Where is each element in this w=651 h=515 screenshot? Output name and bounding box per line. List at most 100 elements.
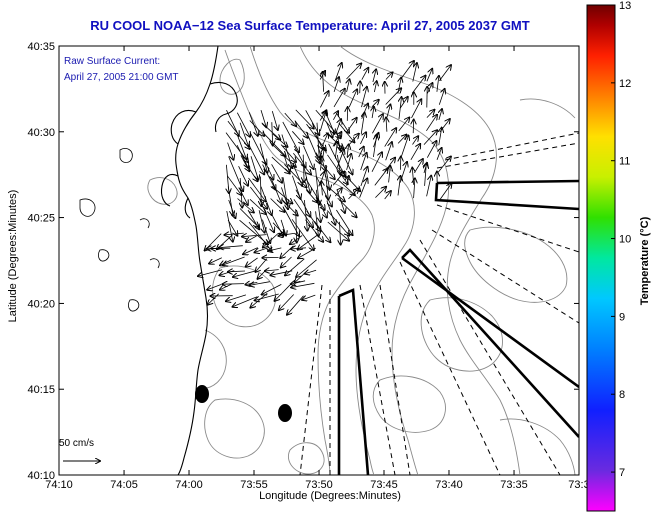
current-vector: [275, 283, 292, 301]
current-vector: [223, 284, 245, 285]
shipping-lanes: [299, 132, 579, 475]
mooring-marker-1[interactable]: [195, 385, 209, 403]
colorbar-tick-label: 13: [619, 0, 631, 12]
y-axis-label: Latitude (Degrees:Minutes): [7, 189, 19, 323]
current-vector: [332, 172, 344, 186]
current-vector: [227, 186, 233, 215]
current-vector: [412, 63, 417, 82]
current-vector: [259, 198, 274, 233]
x-tick-label: 74:05: [110, 479, 138, 491]
current-vector: [361, 68, 369, 80]
current-vector: [426, 176, 432, 197]
current-vector: [293, 164, 302, 185]
plot-area: [58, 45, 580, 476]
colorbar: [586, 4, 616, 512]
annotation-line-1: Raw Surface Current:: [64, 56, 161, 67]
y-axis-ticks: 40:10 40:15 40:20 40:25 40:30 40:35: [27, 41, 579, 482]
current-vector: [291, 281, 306, 284]
y-tick-label: 40:35: [27, 41, 55, 53]
current-vector: [262, 219, 270, 244]
current-vector: [325, 164, 329, 190]
current-vector: [335, 142, 337, 159]
current-vector: [398, 176, 401, 196]
mooring-marker-2[interactable]: [278, 404, 292, 422]
current-vector: [296, 259, 317, 277]
current-vector: [271, 164, 282, 182]
current-vector: [293, 199, 313, 227]
annotation-line-2: April 27, 2005 21:00 GMT: [64, 72, 179, 83]
current-vector: [302, 294, 316, 300]
y-tick-label: 40:25: [27, 213, 55, 225]
current-vector: [303, 166, 310, 193]
current-vector: [386, 118, 387, 132]
current-vector: [239, 122, 248, 146]
current-vector: [439, 128, 442, 146]
current-vector: [319, 110, 326, 132]
current-vector: [279, 294, 294, 311]
current-vector: [306, 189, 317, 202]
x-tick-label: 74:00: [175, 479, 203, 491]
current-vector: [304, 200, 307, 231]
current-vector: [373, 135, 376, 158]
current-vector: [372, 114, 383, 134]
current-vector: [374, 81, 376, 93]
current-vector: [439, 109, 442, 121]
current-vector: [371, 152, 382, 172]
current-vector: [426, 141, 436, 158]
current-vector: [438, 89, 444, 105]
current-vector: [249, 199, 266, 214]
current-vector: [326, 176, 328, 200]
current-vector: [316, 211, 319, 236]
current-vector: [345, 118, 357, 134]
colorbar-ticks: 7 8 9 10 11 12 13: [611, 0, 631, 479]
current-vector: [226, 110, 239, 136]
current-vector: [411, 76, 425, 94]
current-vector: [250, 281, 270, 286]
current-vector: [337, 197, 357, 217]
current-vector: [436, 148, 442, 160]
current-vector: [323, 72, 324, 92]
current-vector: [248, 177, 266, 201]
current-vector: [281, 198, 297, 216]
current-vector: [334, 188, 342, 197]
current-vector: [280, 144, 296, 162]
colorbar-tick-label: 11: [619, 156, 630, 168]
current-vector: [336, 149, 345, 170]
current-vector: [413, 120, 414, 134]
current-vector: [340, 221, 341, 245]
current-vector: [219, 246, 243, 248]
current-vector: [280, 219, 286, 236]
current-vector: [303, 154, 304, 182]
current-vector: [336, 209, 352, 235]
current-vector: [411, 99, 422, 119]
current-vector: [359, 179, 368, 198]
current-vector: [337, 178, 355, 195]
current-vector: [360, 81, 361, 94]
current-vector: [384, 128, 397, 147]
current-vector: [333, 89, 345, 108]
current-vector: [423, 130, 437, 145]
current-vector: [325, 121, 332, 138]
current-vector: [290, 235, 303, 245]
current-vector: [236, 112, 250, 137]
current-vector: [384, 191, 391, 200]
current-vector: [236, 145, 248, 168]
current-vector: [399, 97, 402, 119]
current-vector: [284, 112, 296, 126]
current-vector: [209, 257, 222, 264]
current-vector: [292, 131, 303, 144]
current-vector: [303, 145, 314, 169]
current-vector: [263, 232, 279, 247]
current-vector: [278, 233, 295, 235]
current-vector: [410, 144, 420, 161]
coastline: [160, 46, 238, 475]
current-vector: [321, 181, 322, 196]
y-tick-label: 40:15: [27, 384, 55, 396]
current-vector: [305, 270, 317, 274]
colorbar-tick-label: 7: [619, 467, 625, 479]
current-vector: [298, 247, 316, 258]
eastern-lane: [434, 179, 579, 211]
chart-title: RU COOL NOAA−12 Sea Surface Temperature:…: [90, 18, 530, 33]
x-tick-label: 73:50: [305, 479, 333, 491]
